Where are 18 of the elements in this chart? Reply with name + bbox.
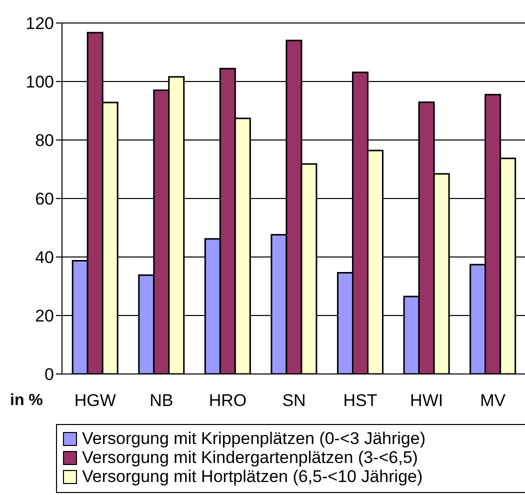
x-tick-label: NB bbox=[150, 391, 174, 410]
y-tick-label: 40 bbox=[35, 248, 54, 268]
x-tick-label: HWI bbox=[410, 391, 444, 410]
legend-label: Versorgung mit Kindergartenplätzen (3-<6,5) bbox=[82, 448, 418, 467]
x-tick-label: HRO bbox=[208, 391, 247, 410]
legend-label: Versorgung mit Krippenplätzen (0-<3 Jährige) bbox=[82, 429, 426, 448]
y-axis-title: in % bbox=[10, 392, 43, 410]
x-tick-label: MV bbox=[480, 391, 506, 410]
y-tick-label: 20 bbox=[35, 306, 54, 326]
x-tick-label: SN bbox=[282, 391, 306, 410]
y-tick-label: 100 bbox=[26, 72, 54, 92]
y-tick-label: 80 bbox=[35, 131, 54, 150]
y-tick-label: 60 bbox=[35, 190, 54, 209]
y-tick-label: 120 bbox=[26, 14, 54, 34]
legend-label: Versorgung mit Hortplätzen (6,5-<10 Jährige) bbox=[82, 467, 423, 486]
x-tick-label: HGW bbox=[74, 391, 116, 410]
y-tick-label: 0 bbox=[44, 365, 54, 384]
x-tick-label: HST bbox=[343, 391, 378, 410]
